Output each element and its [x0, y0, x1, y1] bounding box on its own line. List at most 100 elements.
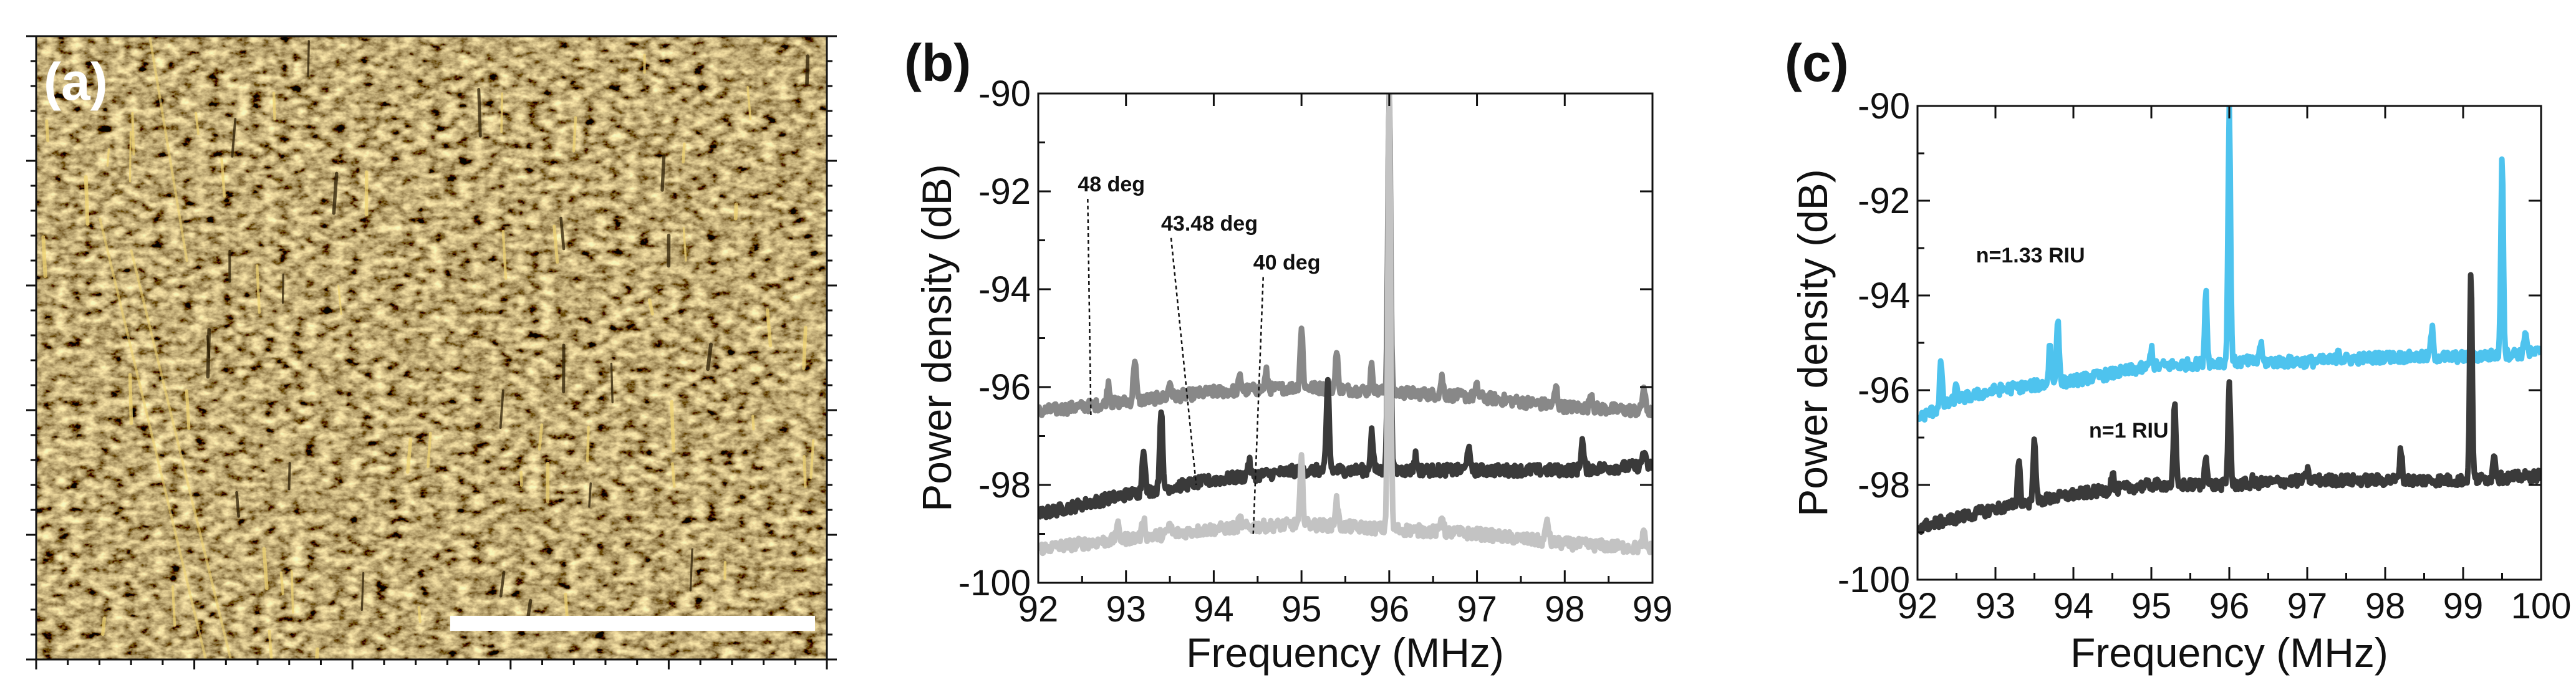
afm-image — [36, 36, 827, 659]
chart-b-xtick-label: 95 — [1281, 589, 1322, 630]
afm-fiber — [128, 373, 133, 426]
chart-c-annotation-1: n=1 RIU — [2089, 419, 2169, 443]
afm-fiber — [766, 308, 773, 348]
afm-fiber — [564, 592, 569, 620]
afm-fiber — [660, 154, 666, 192]
afm-fiber — [417, 606, 422, 623]
panel-c: (c) 92 93 94 95 96 97 98 99 100 -90 -92 -94 -96 -98 -1… — [1785, 34, 2571, 676]
chart-c-xtick-label: 97 — [2287, 586, 2328, 626]
chart-b-series-2 — [1038, 93, 1652, 557]
chart-c-xtick-label: 92 — [1898, 586, 1938, 626]
afm-fiber — [262, 547, 269, 590]
afm-fiber — [332, 171, 339, 215]
afm-fiber — [647, 298, 655, 316]
chart-c-xlabel: Frequency (MHz) — [2070, 630, 2388, 676]
chart-c: 92 93 94 95 96 97 98 99 100 -90 -92 -94 -96 -98 -100 n=… — [1838, 86, 2571, 626]
chart-c-xtick-label: 95 — [2131, 586, 2172, 626]
afm-fiber — [572, 116, 577, 153]
panel-b: (b) 92 93 94 95 96 97 98 99 -90 -92 -94 -96 -98 -100 4… — [904, 34, 1672, 676]
panel-b-label: (b) — [904, 34, 971, 92]
afm-fiber — [427, 431, 432, 469]
afm-fiber — [360, 572, 365, 611]
chart-c-ytick-label: -96 — [1858, 370, 1910, 411]
afm-frame — [35, 35, 828, 661]
afm-fiber-long — [148, 36, 188, 262]
afm-fiber — [552, 224, 559, 264]
chart-c-xtick-label: 98 — [2365, 586, 2406, 626]
chart-b-annotation-2: 40 deg — [1253, 251, 1321, 275]
scale-bar — [450, 616, 815, 631]
chart-c-ytick-label: -92 — [1858, 181, 1910, 221]
afm-fiber — [610, 362, 614, 404]
afm-fiber — [45, 119, 50, 143]
afm-fiber — [671, 462, 676, 488]
afm-fiber — [501, 229, 508, 280]
afm-fiber — [805, 54, 810, 86]
afm-fiber — [706, 342, 713, 371]
afm-fiber — [315, 647, 320, 659]
chart-b-ytick-label: -100 — [958, 563, 1031, 603]
afm-fiber — [559, 216, 566, 251]
chart-b: 92 93 94 95 96 97 98 99 -90 -92 -94 -96 -98 -100 48 de… — [958, 74, 1672, 630]
afm-fiber — [41, 235, 47, 278]
afm-fiber — [101, 616, 107, 636]
chart-b-ytick-label: -98 — [978, 465, 1031, 506]
chart-b-frame — [1037, 92, 1654, 584]
afm-fiber — [809, 439, 815, 479]
panel-c-label: (c) — [1785, 34, 1849, 92]
afm-fiber — [337, 284, 342, 315]
chart-c-xtick-label: 99 — [2443, 586, 2484, 626]
afm-fiber — [220, 157, 226, 198]
chart-b-xtick-label: 92 — [1018, 589, 1059, 630]
chart-c-traces — [1918, 106, 2541, 535]
chart-b-series-1 — [1038, 93, 1652, 520]
afm-fiber — [231, 117, 237, 158]
chart-c-ytick-label: -90 — [1858, 86, 1910, 127]
chart-b-series-0 — [1038, 93, 1652, 419]
afm-fiber — [307, 40, 310, 78]
afm-fiber — [279, 571, 284, 596]
chart-b-annotation-leader — [1170, 237, 1197, 486]
chart-c-xtick-label: 100 — [2511, 586, 2572, 626]
chart-b-ytick-label: -94 — [978, 269, 1031, 310]
chart-c-xtick-label: 93 — [1975, 586, 2016, 626]
afm-fiber — [689, 548, 693, 592]
chart-b-annotation-1: 43.48 deg — [1161, 212, 1258, 236]
chart-b-xtick-label: 99 — [1633, 589, 1673, 630]
chart-b-ytick-label: -92 — [978, 171, 1031, 212]
chart-c-xtick-label: 96 — [2209, 586, 2250, 626]
afm-fiber — [84, 175, 90, 226]
afm-fiber — [235, 491, 240, 518]
panel-a-label: (a) — [44, 52, 108, 111]
panel-a: (a) — [26, 35, 837, 669]
afm-fiber — [106, 148, 110, 167]
chart-b-xlabel: Frequency (MHz) — [1186, 630, 1504, 676]
afm-fiber-long — [130, 249, 232, 659]
afm-fiber — [185, 389, 191, 430]
afm-fiber — [171, 585, 176, 627]
chart-c-ylabel: Power density (dB) — [1790, 169, 1836, 517]
afm-fiber — [746, 85, 752, 120]
afm-fiber — [281, 273, 284, 304]
chart-c-xtick-label: 94 — [2053, 586, 2094, 626]
afm-fiber — [586, 425, 590, 463]
chart-b-ytick-label: -96 — [978, 367, 1031, 408]
chart-c-ytick-label: -94 — [1858, 276, 1910, 316]
afm-fiber — [405, 438, 413, 474]
afm-fiber — [268, 630, 273, 659]
afm-fiber — [256, 264, 261, 314]
afm-fiber — [538, 423, 544, 451]
chart-b-xtick-label: 93 — [1106, 589, 1146, 630]
afm-fiber — [682, 227, 687, 262]
chart-b-xtick-label: 96 — [1369, 589, 1410, 630]
chart-b-annotation-leader — [1252, 277, 1264, 534]
afm-fiber — [682, 142, 686, 164]
afm-frame-ticks — [26, 35, 837, 669]
afm-fiber — [499, 570, 506, 598]
afm-fiber — [499, 389, 504, 429]
afm-fibers — [41, 36, 815, 659]
afm-fiber — [477, 87, 482, 138]
chart-c-ytick-label: -100 — [1838, 560, 1910, 600]
chart-c-ytick-label: -98 — [1858, 465, 1910, 506]
